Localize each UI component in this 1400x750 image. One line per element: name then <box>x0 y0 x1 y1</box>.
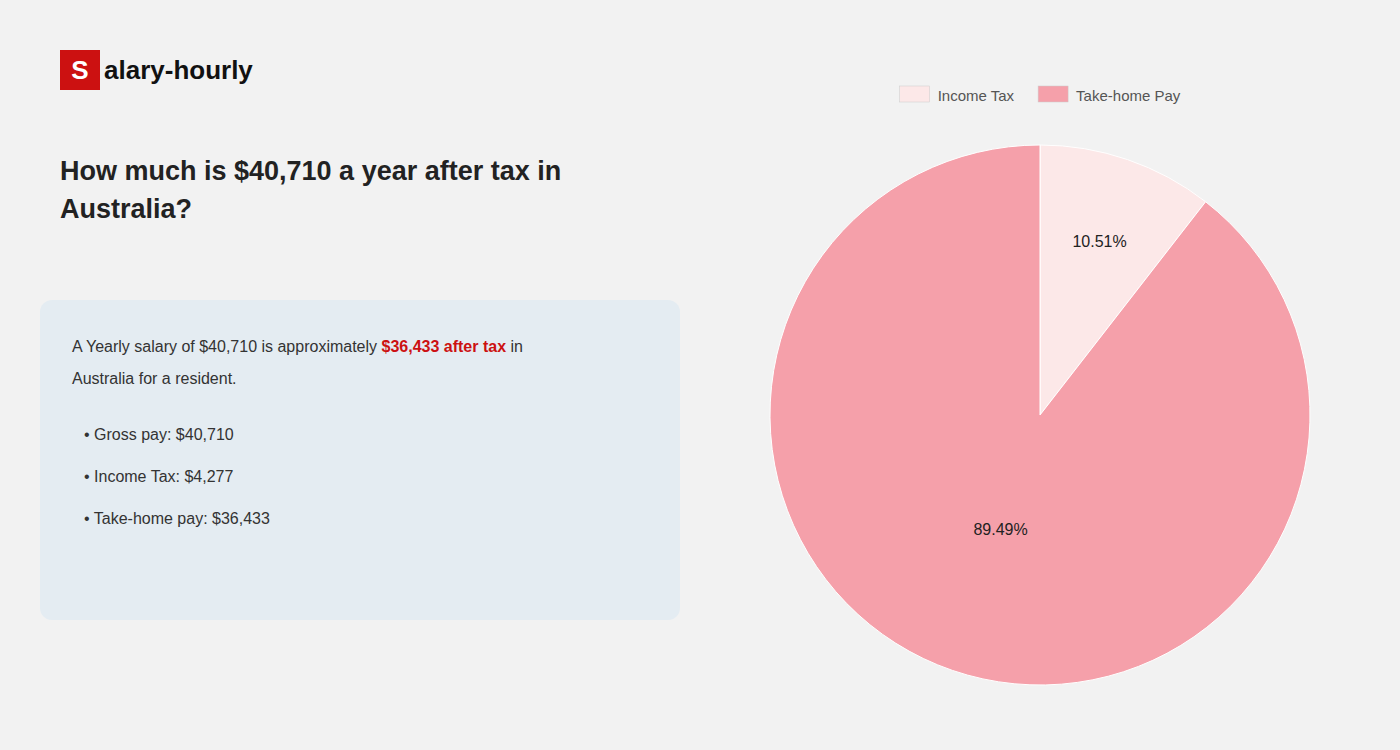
legend: Income Tax Take-home Pay <box>900 86 1181 104</box>
background <box>0 0 1400 750</box>
left-panel: Salary-hourly How much is $40,710 a year … <box>40 50 680 620</box>
legend-swatch <box>1038 86 1068 102</box>
slice <box>770 145 1310 685</box>
bullet: • Income Tax: $4,277 <box>84 468 234 485</box>
legend-label: Income Tax <box>938 87 1015 104</box>
data-labels: 10.51% 89.49% <box>973 233 1126 539</box>
bullet: • Take-home pay: $36,433 <box>84 510 270 527</box>
title-line: Australia? <box>60 194 192 224</box>
slices <box>770 145 1310 685</box>
bullet: • Gross pay: $40,710 <box>84 426 234 443</box>
legend-swatch <box>900 86 930 102</box>
paragraph-part: in <box>511 338 523 355</box>
logo-box <box>60 50 100 90</box>
paragraph: Australia for a resident. <box>72 370 237 387</box>
data-label: 89.49% <box>973 521 1027 538</box>
data-label: 10.51% <box>1072 233 1126 250</box>
chart: Salary-hourly How much is $40,710 a year … <box>0 0 1400 750</box>
title-line: How much is $40,710 a year after tax in <box>60 156 561 186</box>
paragraph-part: A Yearly salary of $40,710 is approximat… <box>72 338 377 355</box>
highlight: $36,433 after tax <box>382 338 507 355</box>
pie-panel: 10.51% 89.49% Income Tax Take-home Pay <box>770 86 1310 685</box>
paragraph: A Yearly salary of $40,710 is approximat… <box>72 338 523 355</box>
legend-label: Take-home Pay <box>1076 87 1181 104</box>
info-box <box>40 300 680 620</box>
logo-text: alary-hourly <box>104 55 253 85</box>
title: How much is $40,710 a year after tax in A… <box>60 156 561 224</box>
logo-letter: S <box>71 55 88 85</box>
